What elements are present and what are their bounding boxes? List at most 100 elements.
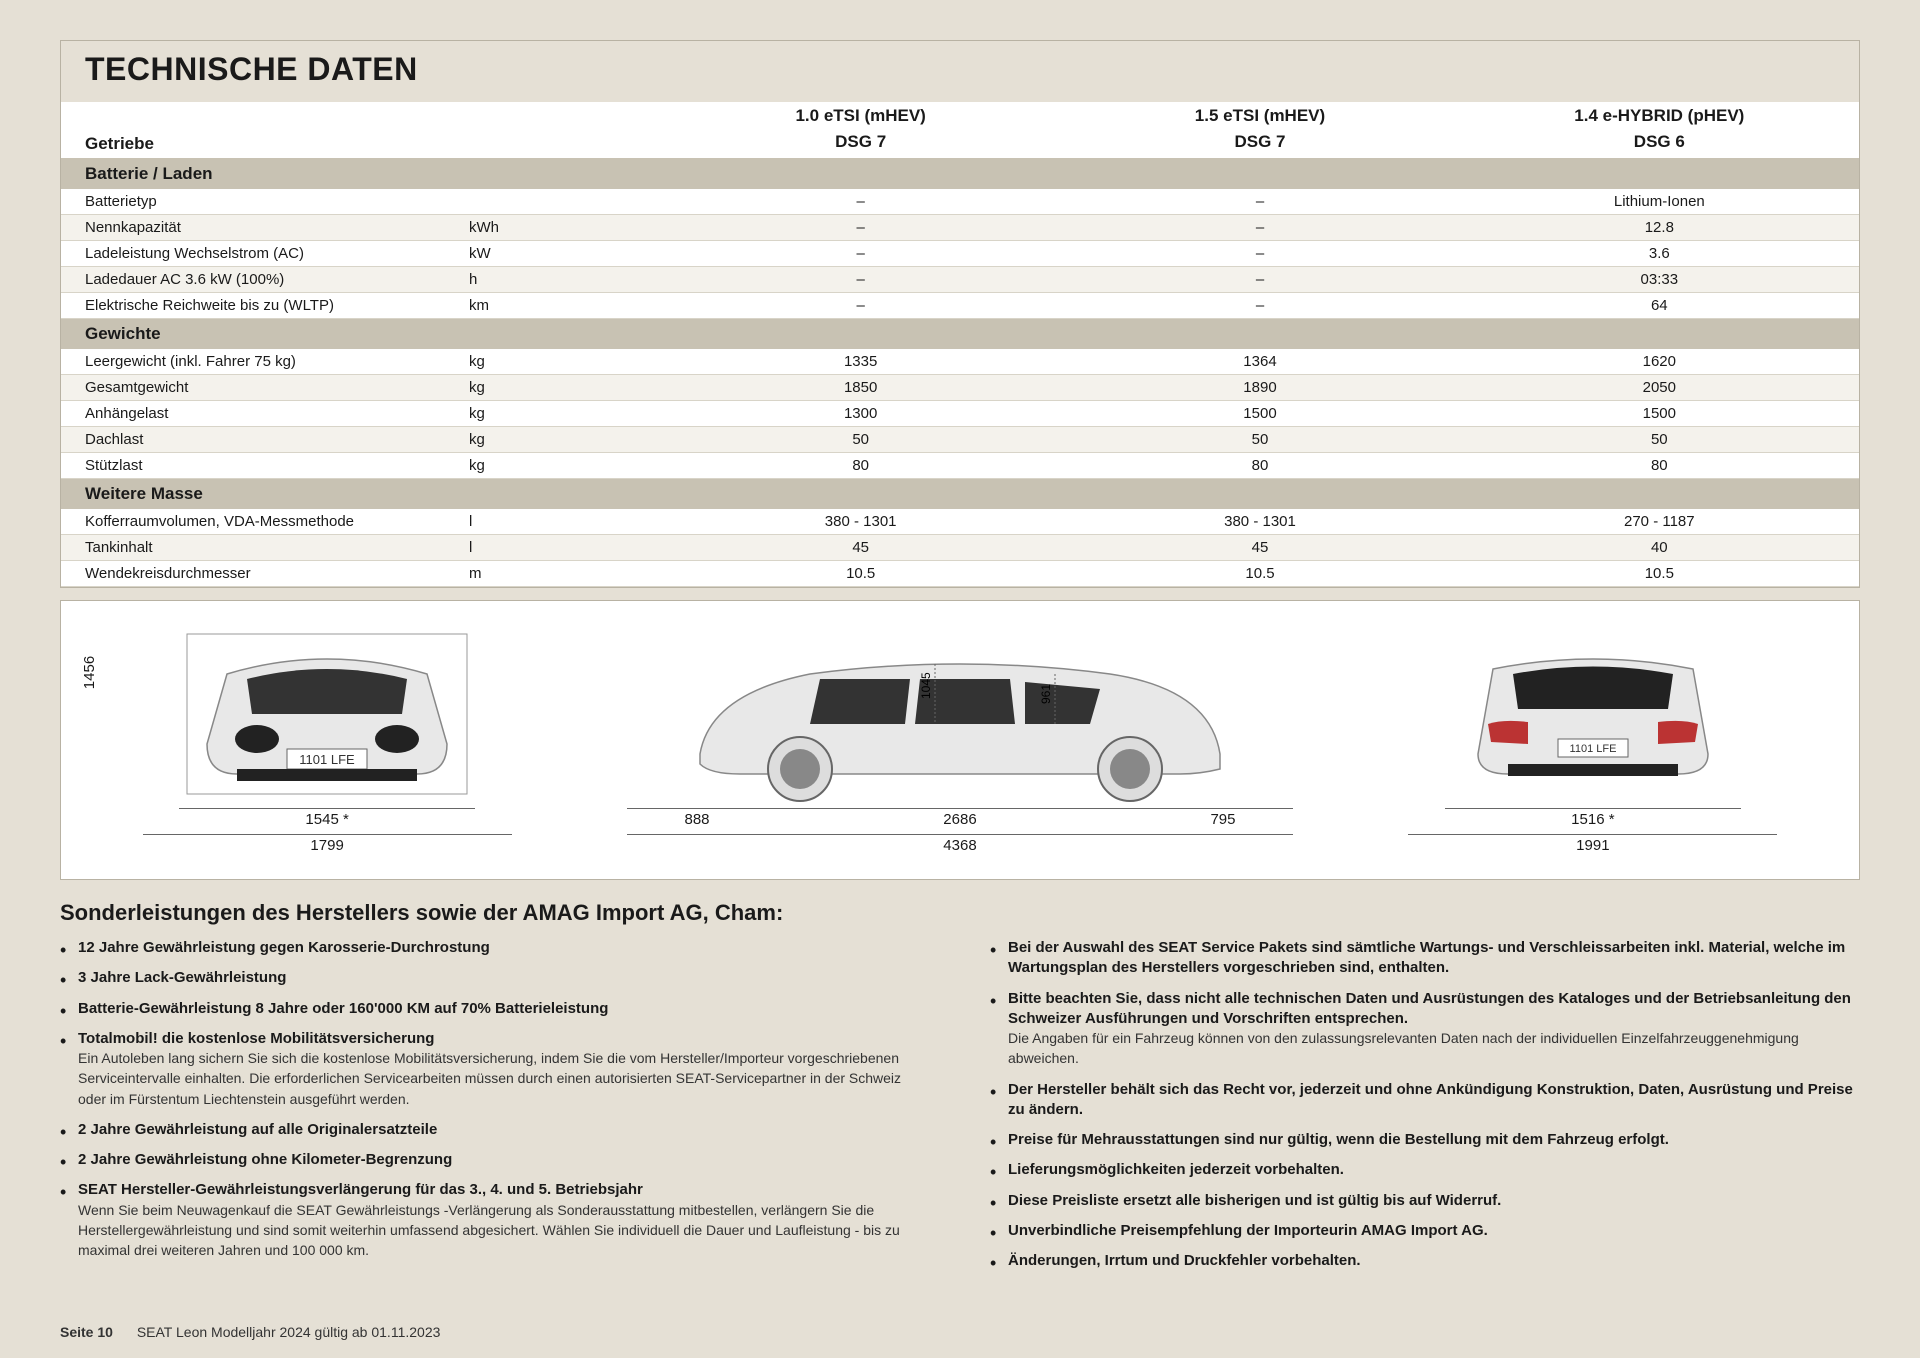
row-value: –	[661, 293, 1060, 318]
table-row: Ladeleistung Wechselstrom (AC)kW––3.6	[61, 241, 1859, 267]
table-row: Elektrische Reichweite bis zu (WLTP)km––…	[61, 293, 1859, 319]
dim-rear-width: 1991	[1576, 837, 1609, 854]
svg-text:1101 LFE: 1101 LFE	[1569, 743, 1616, 755]
page-footer: Seite 10 SEAT Leon Modelljahr 2024 gülti…	[60, 1324, 440, 1340]
car-front-icon: 1101 LFE	[177, 624, 477, 804]
row-unit: l	[461, 509, 661, 534]
row-value: 270 - 1187	[1460, 509, 1859, 534]
row-value: 1364	[1060, 349, 1459, 374]
row-unit	[461, 189, 661, 214]
table-row: Tankinhaltl454540	[61, 535, 1859, 561]
notes-left: 12 Jahre Gewährleistung gegen Karosserie…	[60, 938, 930, 1281]
table-row: Ladedauer AC 3.6 kW (100%)h––03:33	[61, 267, 1859, 293]
list-item: 2 Jahre Gewährleistung auf alle Original…	[60, 1120, 930, 1140]
svg-text:1101 LFE: 1101 LFE	[299, 752, 355, 767]
list-item: 12 Jahre Gewährleistung gegen Karosserie…	[60, 938, 930, 958]
row-value: –	[1060, 293, 1459, 318]
table-row: Kofferraumvolumen, VDA-Messmethodel380 -…	[61, 509, 1859, 535]
list-item: Diese Preisliste ersetzt alle bisherigen…	[990, 1191, 1860, 1211]
row-label: Anhängelast	[61, 401, 461, 426]
table-row: Stützlastkg808080	[61, 453, 1859, 479]
dim-wheelbase: 2686	[943, 811, 976, 828]
row-value: 1890	[1060, 375, 1459, 400]
table-row: NennkapazitätkWh––12.8	[61, 215, 1859, 241]
row-unit: kWh	[461, 215, 661, 240]
table-row: Batterietyp––Lithium-Ionen	[61, 189, 1859, 215]
svg-text:961: 961	[1039, 684, 1053, 704]
row-value: 1620	[1460, 349, 1859, 374]
row-label: Dachlast	[61, 427, 461, 452]
notes-section: Sonderleistungen des Herstellers sowie d…	[60, 900, 1860, 1281]
rear-view: 1101 LFE 1516 * 1991	[1347, 624, 1839, 856]
list-item: Preise für Mehrausstattungen sind nur gü…	[990, 1130, 1860, 1150]
row-label: Ladedauer AC 3.6 kW (100%)	[61, 267, 461, 292]
row-unit: kg	[461, 349, 661, 374]
list-item: 3 Jahre Lack-Gewährleistung	[60, 968, 930, 988]
row-value: 10.5	[1060, 561, 1459, 586]
row-value: 380 - 1301	[661, 509, 1060, 534]
list-item: 2 Jahre Gewährleistung ohne Kilometer-Be…	[60, 1150, 930, 1170]
table-title: TECHNISCHE DATEN	[85, 51, 1835, 88]
row-value: –	[661, 241, 1060, 266]
dim-front-width: 1799	[310, 837, 343, 854]
row-label: Tankinhalt	[61, 535, 461, 560]
row-value: 80	[1060, 453, 1459, 478]
dim-length: 4368	[943, 837, 976, 854]
row-value: 03:33	[1460, 267, 1859, 292]
table-title-row: TECHNISCHE DATEN	[61, 41, 1859, 102]
dim-rear-over: 795	[1210, 811, 1235, 828]
list-item: Bei der Auswahl des SEAT Service Pakets …	[990, 938, 1860, 979]
section-header: Weitere Masse	[61, 479, 1859, 509]
notes-heading: Sonderleistungen des Herstellers sowie d…	[60, 900, 1860, 926]
row-value: 1500	[1060, 401, 1459, 426]
row-label: Batterietyp	[61, 189, 461, 214]
row-label: Wendekreisdurchmesser	[61, 561, 461, 586]
row-value: 1300	[661, 401, 1060, 426]
row-label: Nennkapazität	[61, 215, 461, 240]
list-item: SEAT Hersteller-Gewährleistungsverlänger…	[60, 1180, 930, 1261]
row-value: 80	[661, 453, 1060, 478]
row-value: –	[661, 267, 1060, 292]
row-unit: kW	[461, 241, 661, 266]
row-value: 45	[1060, 535, 1459, 560]
row-unit: kg	[461, 401, 661, 426]
footer-text: SEAT Leon Modelljahr 2024 gültig ab 01.1…	[137, 1324, 441, 1340]
variant-1: 1.5 eTSI (mHEV) DSG 7	[1060, 102, 1459, 158]
variant-0: 1.0 eTSI (mHEV) DSG 7	[661, 102, 1060, 158]
row-value: –	[1060, 215, 1459, 240]
row-value: 10.5	[661, 561, 1060, 586]
list-item: Totalmobil! die kostenlose Mobilitätsver…	[60, 1029, 930, 1110]
header-label: Getriebe	[61, 102, 461, 158]
row-value: 50	[661, 427, 1060, 452]
row-value: –	[661, 189, 1060, 214]
list-item: Der Hersteller behält sich das Recht vor…	[990, 1080, 1860, 1121]
car-rear-icon: 1101 LFE	[1443, 624, 1743, 804]
list-item: Bitte beachten Sie, dass nicht alle tech…	[990, 989, 1860, 1070]
row-value: –	[661, 215, 1060, 240]
variant-2: 1.4 e-HYBRID (pHEV) DSG 6	[1460, 102, 1859, 158]
row-value: 40	[1460, 535, 1859, 560]
row-value: 12.8	[1460, 215, 1859, 240]
list-item: Unverbindliche Preisempfehlung der Impor…	[990, 1221, 1860, 1241]
row-unit: l	[461, 535, 661, 560]
row-value: 10.5	[1460, 561, 1859, 586]
table-row: Dachlastkg505050	[61, 427, 1859, 453]
row-label: Stützlast	[61, 453, 461, 478]
dim-height: 1456	[81, 656, 98, 689]
row-label: Ladeleistung Wechselstrom (AC)	[61, 241, 461, 266]
row-label: Leergewicht (inkl. Fahrer 75 kg)	[61, 349, 461, 374]
list-item: Änderungen, Irrtum und Druckfehler vorbe…	[990, 1251, 1860, 1271]
row-value: 3.6	[1460, 241, 1859, 266]
dim-rear-track: 1516 *	[1571, 811, 1614, 828]
dim-front-track: 1545 *	[305, 811, 348, 828]
row-label: Kofferraumvolumen, VDA-Messmethode	[61, 509, 461, 534]
spec-table: TECHNISCHE DATEN Getriebe 1.0 eTSI (mHEV…	[60, 40, 1860, 588]
row-value: 380 - 1301	[1060, 509, 1459, 534]
section-header: Batterie / Laden	[61, 159, 1859, 189]
row-label: Gesamtgewicht	[61, 375, 461, 400]
row-unit: kg	[461, 375, 661, 400]
page-number: Seite 10	[60, 1324, 113, 1340]
car-side-icon: 1045 961	[660, 624, 1260, 804]
row-value: 1500	[1460, 401, 1859, 426]
table-row: Gesamtgewichtkg185018902050	[61, 375, 1859, 401]
